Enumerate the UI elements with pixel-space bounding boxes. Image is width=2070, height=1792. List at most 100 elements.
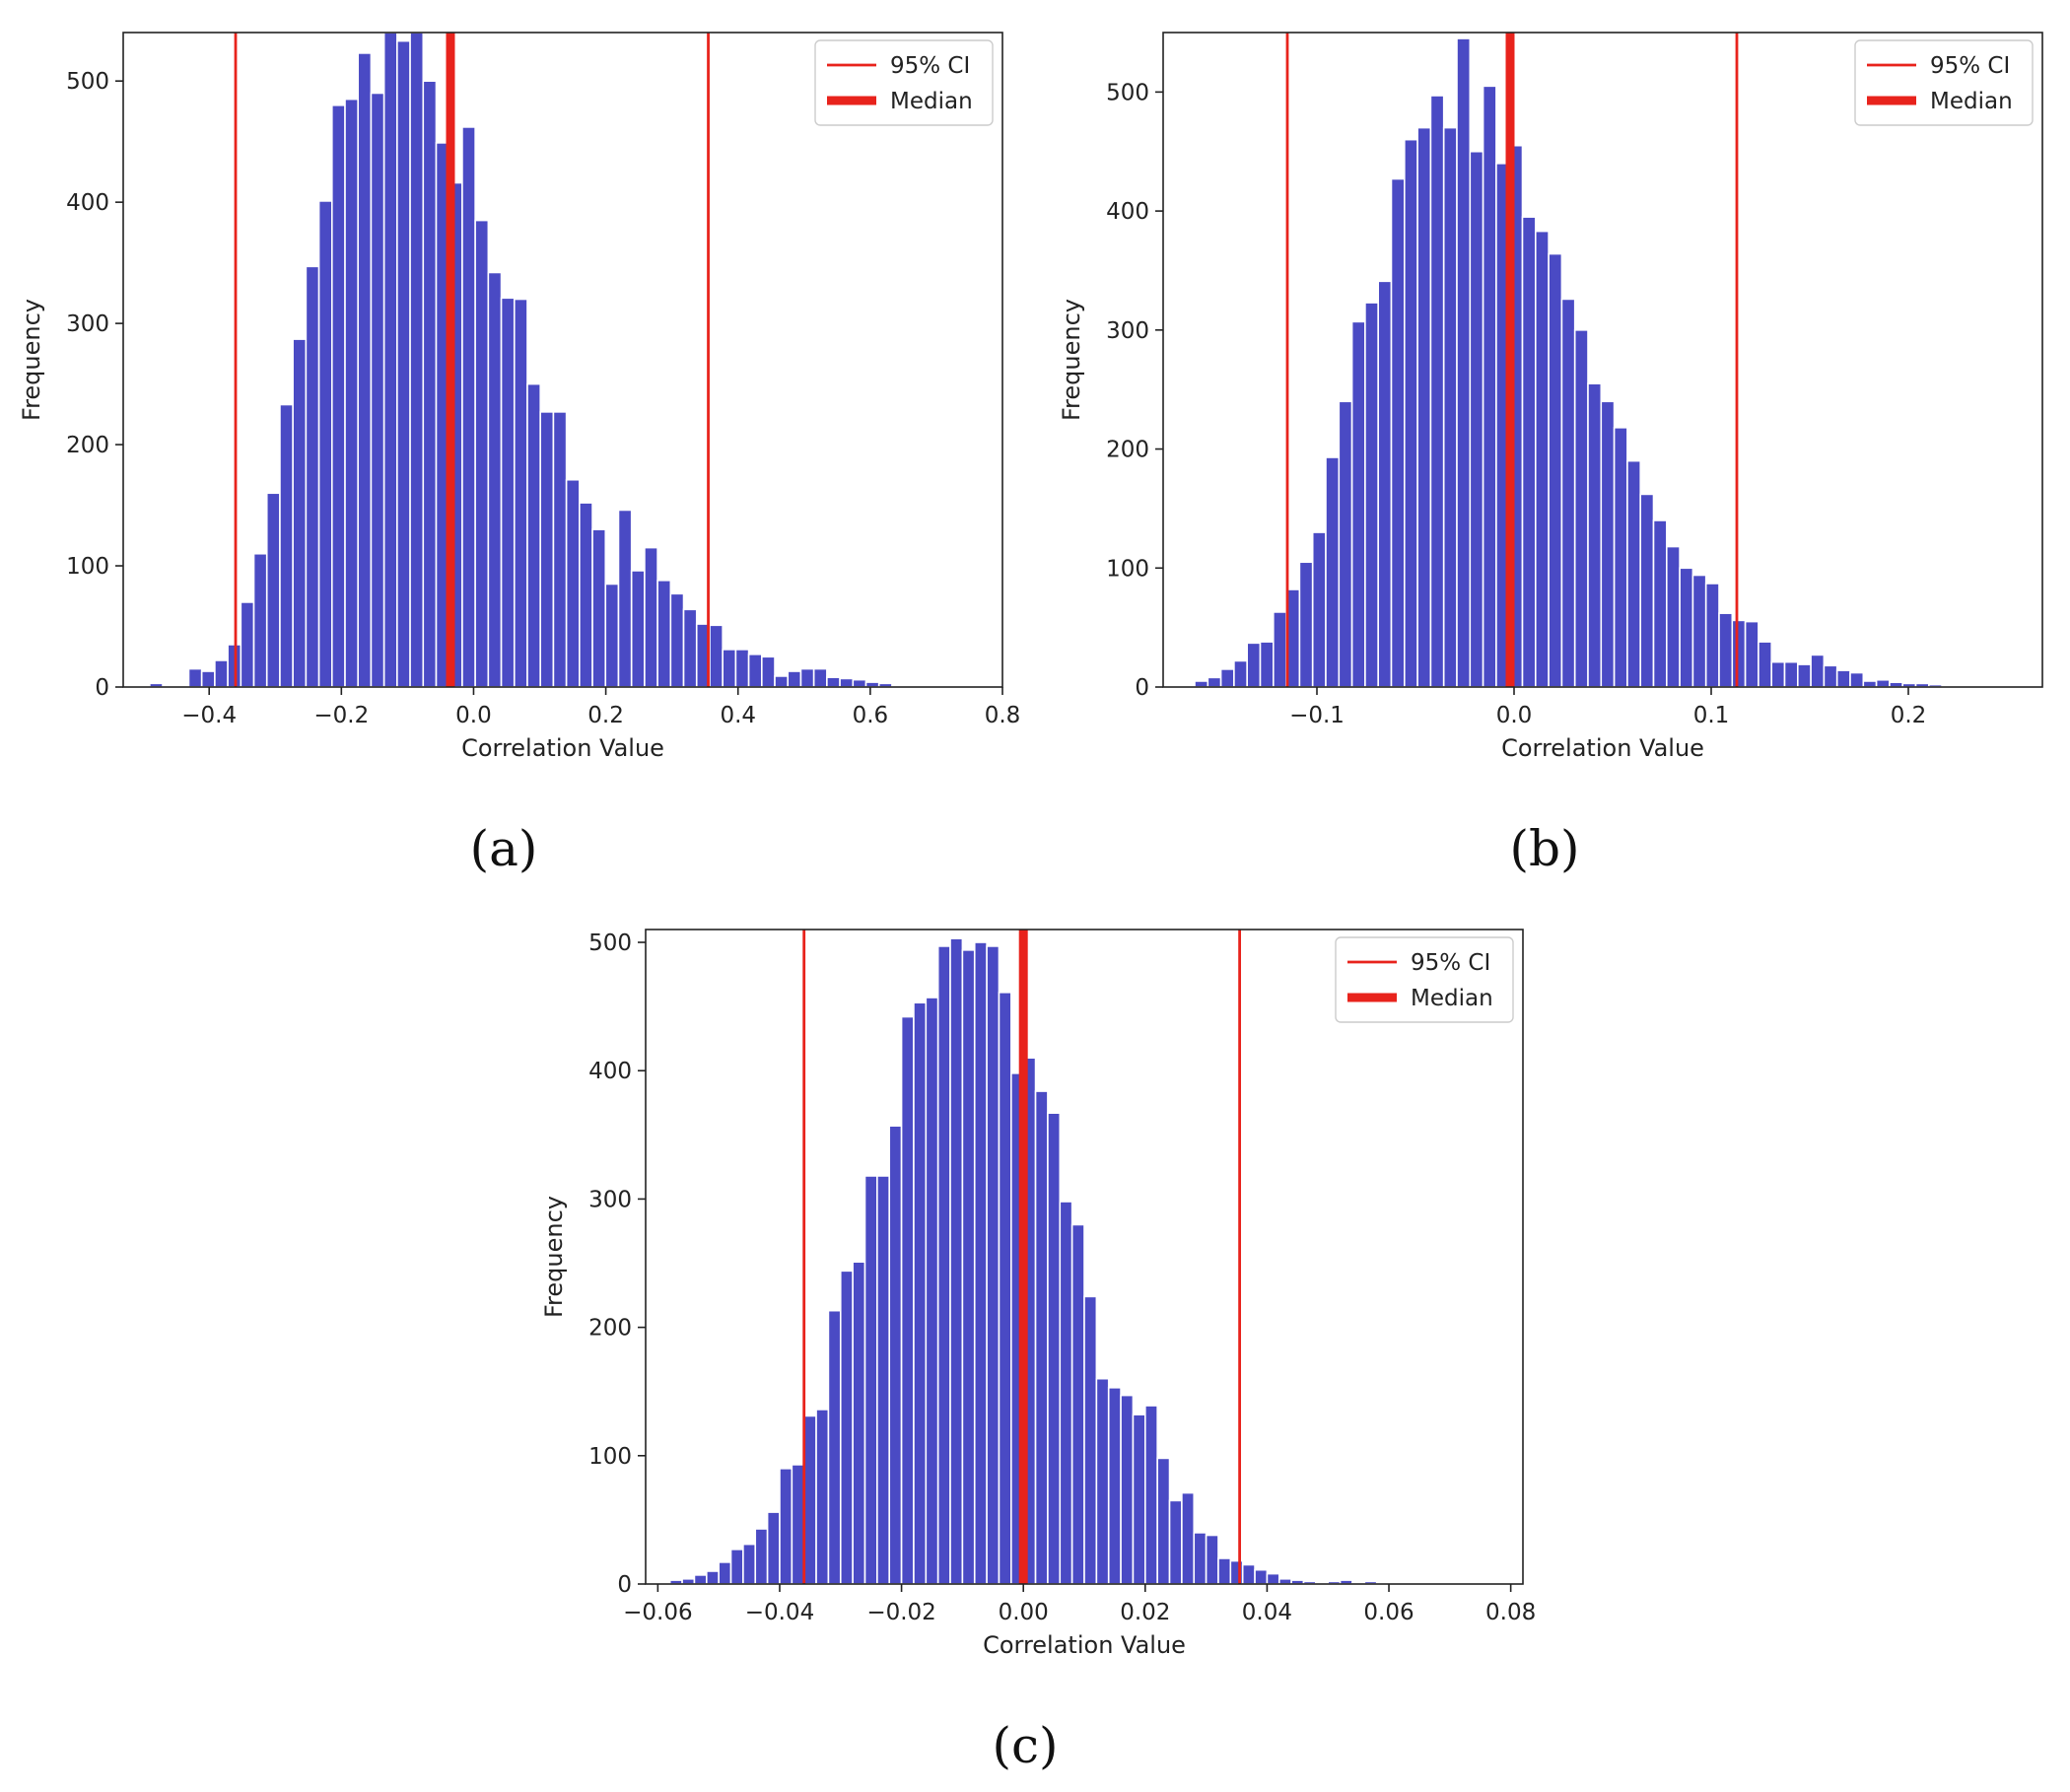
histogram-bar (1718, 612, 1734, 687)
histogram-bar (1560, 298, 1576, 687)
histogram-bar (1587, 382, 1603, 687)
histogram-bar (1573, 329, 1589, 687)
panel-caption: (c) (992, 1717, 1058, 1774)
histogram-bar (487, 271, 503, 687)
legend-median-label: Median (890, 89, 973, 114)
histogram-bar (1456, 37, 1472, 687)
histogram-bar (214, 659, 229, 687)
histogram-bar (1639, 493, 1655, 687)
histogram-bar (1144, 1405, 1158, 1584)
histogram-bar (1120, 1394, 1135, 1584)
histogram-bar (656, 579, 672, 687)
x-tick-label: −0.1 (1289, 703, 1345, 728)
histogram-bar (876, 1175, 891, 1584)
histogram-bar (1548, 252, 1563, 687)
x-tick-label: 0.2 (587, 703, 624, 728)
histogram-bar (344, 98, 360, 687)
histogram-bar (513, 298, 528, 687)
histogram-bar (1797, 663, 1812, 687)
histogram-bar (936, 945, 951, 1584)
histogram-bar (888, 1125, 903, 1584)
histogram-bar (370, 92, 385, 687)
x-tick-label: 0.06 (1363, 1600, 1414, 1625)
histogram-bar (252, 552, 268, 687)
y-tick-label: 500 (66, 69, 109, 95)
x-tick-label: 0.00 (999, 1600, 1049, 1625)
histogram-bar (630, 570, 646, 687)
y-tick-label: 100 (588, 1444, 632, 1470)
legend: 95% CI Median (814, 39, 994, 126)
axes-frame (122, 32, 1003, 688)
histogram-bar (422, 80, 438, 687)
histogram-bar (949, 937, 964, 1584)
axes-frame (645, 929, 1524, 1585)
x-tick-label: −0.02 (866, 1600, 935, 1625)
histogram-bar (1266, 1572, 1280, 1584)
x-tick-label: 0.08 (1485, 1600, 1536, 1625)
histogram-bar (802, 1414, 817, 1584)
histogram-bar (986, 945, 1000, 1584)
histogram-bar (539, 411, 555, 687)
histogram-bar (1168, 1499, 1183, 1584)
histogram-bar (1205, 1534, 1219, 1584)
histogram-bar (1613, 427, 1628, 687)
histogram-bar (1704, 583, 1720, 687)
x-tick-label: 0.0 (1496, 703, 1533, 728)
histogram-bar (961, 949, 976, 1584)
histogram-bar (1835, 669, 1851, 687)
histogram-bar (1350, 320, 1366, 687)
x-axis-label: Correlation Value (983, 1631, 1186, 1659)
histogram-bar (565, 478, 581, 687)
legend: 95% CI Median (1335, 936, 1514, 1023)
y-tick-label: 200 (588, 1316, 632, 1342)
histogram-bar (1207, 676, 1222, 687)
histogram-bar (1241, 1563, 1256, 1584)
histogram-bar (1744, 620, 1760, 687)
plot-area (668, 930, 1378, 1584)
histogram-bar (1047, 1112, 1062, 1584)
histogram-bar (709, 624, 724, 687)
histogram-bar (1679, 567, 1694, 687)
histogram-bar (1246, 642, 1262, 687)
panel-caption: (b) (1509, 820, 1579, 877)
y-tick-label: 400 (66, 190, 109, 216)
legend: 95% CI Median (1854, 39, 2034, 126)
histogram-bar (1107, 1387, 1122, 1584)
histogram-bar (761, 655, 776, 687)
histogram-bar (1442, 126, 1458, 687)
x-axis-label: Correlation Value (1501, 734, 1704, 762)
histogram-bar (1363, 1580, 1378, 1584)
histogram-bar (1390, 177, 1406, 687)
histogram-bar (799, 667, 815, 687)
y-tick-label: 200 (66, 433, 109, 458)
legend-median-label: Median (1411, 986, 1493, 1011)
x-tick-label: −0.4 (181, 703, 237, 728)
histogram-bar (1254, 1568, 1269, 1584)
histogram-bar (766, 1511, 781, 1584)
histogram-bar (827, 1309, 842, 1584)
legend-median-label: Median (1930, 89, 2013, 114)
y-tick-label: 300 (1106, 318, 1149, 344)
histogram-bar (1193, 1532, 1208, 1584)
y-tick-label: 100 (1106, 556, 1149, 582)
histogram-bar (998, 991, 1012, 1584)
histogram-bar (305, 265, 320, 687)
histogram-bar (1666, 545, 1681, 687)
y-tick-label: 200 (1106, 438, 1149, 463)
histogram-bar (1298, 561, 1314, 687)
x-tick-label: 0.1 (1693, 703, 1730, 728)
histogram-bar (722, 649, 737, 687)
histogram-bar (240, 601, 255, 687)
histogram-bar (1156, 1457, 1171, 1584)
histogram-bar (330, 103, 346, 687)
histogram-bar (1521, 216, 1537, 687)
y-tick-label: 300 (588, 1187, 632, 1212)
histogram-bar (900, 1015, 915, 1584)
histogram-bar (396, 39, 411, 687)
histogram-bar (682, 608, 698, 687)
histogram-panel-1: −0.4 −0.2 0.0 0.2 0.4 0.6 0.8 0 100 200 300 400 500 C… (18, 32, 1020, 877)
x-tick-label: 0.4 (720, 703, 756, 728)
histogram-bar (279, 403, 294, 687)
histogram-bar (1758, 641, 1773, 687)
